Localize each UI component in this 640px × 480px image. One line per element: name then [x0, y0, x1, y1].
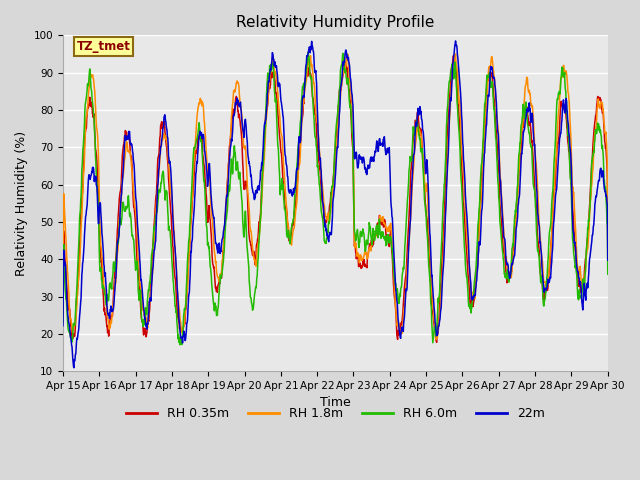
Legend: RH 0.35m, RH 1.8m, RH 6.0m, 22m: RH 0.35m, RH 1.8m, RH 6.0m, 22m — [120, 402, 550, 425]
Text: TZ_tmet: TZ_tmet — [77, 40, 131, 53]
Y-axis label: Relativity Humidity (%): Relativity Humidity (%) — [15, 131, 28, 276]
Title: Relativity Humidity Profile: Relativity Humidity Profile — [236, 15, 435, 30]
X-axis label: Time: Time — [320, 396, 351, 409]
